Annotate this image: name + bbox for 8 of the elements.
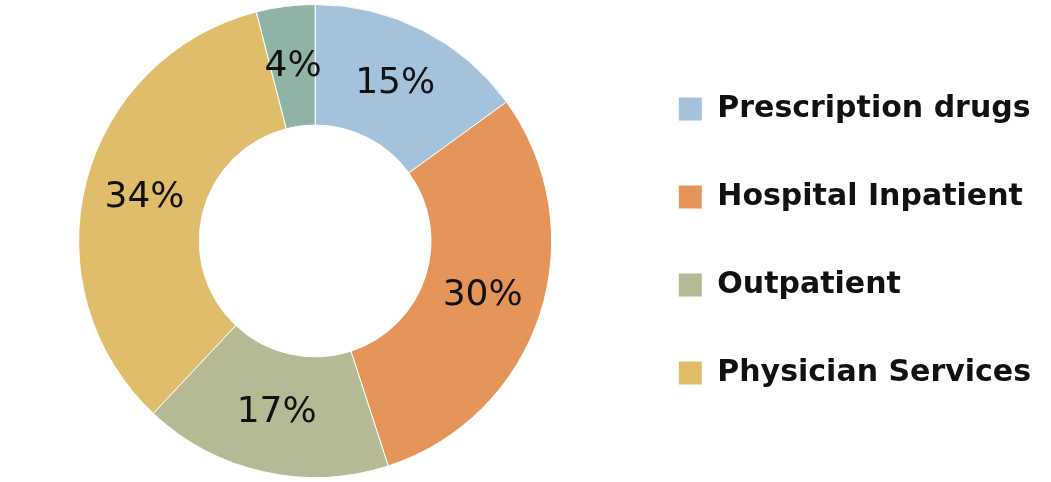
- data-label: 17%: [236, 389, 317, 431]
- data-label: 34%: [104, 173, 185, 215]
- data-label: 30%: [442, 271, 523, 313]
- legend-label: Prescription drugs: [717, 88, 1031, 124]
- legend-label: Physician Services: [717, 352, 1032, 388]
- legend-label: Hospital Inpatient: [717, 176, 1023, 212]
- data-label: 15%: [355, 60, 436, 102]
- legend-label: Outpatient: [717, 264, 901, 300]
